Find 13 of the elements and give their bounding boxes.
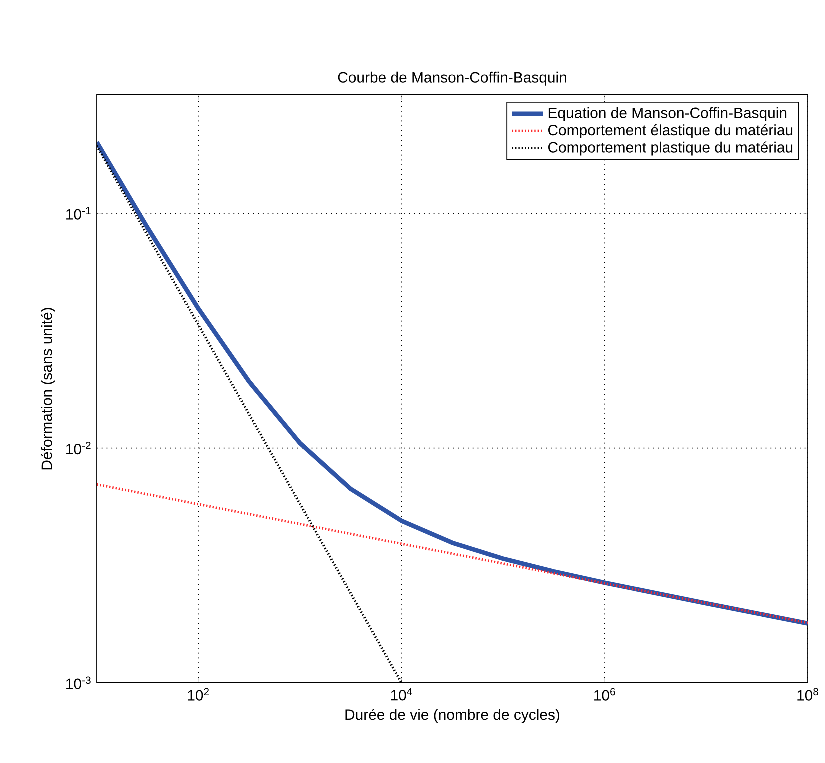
x-tick-label: 10$^{6}$ [594, 688, 616, 701]
x-tick-label: 10$^{4}$ [391, 688, 412, 701]
x-tick-label: 10$^{2}$ [188, 688, 210, 701]
chart-title: Courbe de Manson-Coffin-Basquin [338, 72, 566, 86]
legend-label: Comportement élastique du matériau [548, 124, 793, 139]
y-tick-label: 10$^{-1}$ [66, 207, 91, 220]
y-tick-label: 10$^{-3}$ [66, 676, 91, 690]
y-tick-label: 10$^{-2}$ [66, 442, 91, 455]
y-axis-title: Déformation (sans unité) [41, 308, 56, 470]
legend-label: Comportement plastique du matériau [548, 142, 793, 156]
x-axis-title: Durée de vie (nombre de cycles) [346, 709, 560, 724]
x-tick-label: 10$^{8}$ [798, 688, 819, 701]
legend-label: Equation de Manson-Coffin-Basquin [548, 107, 787, 122]
